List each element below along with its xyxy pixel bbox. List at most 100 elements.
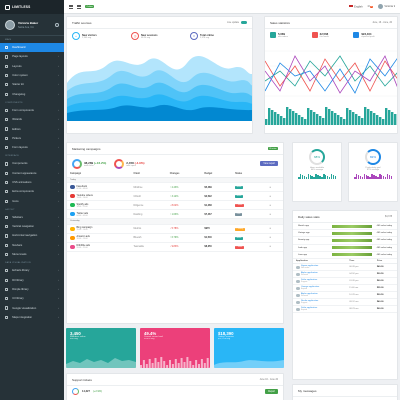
card-label: Members online bbox=[70, 336, 86, 338]
status-badge[interactable]: Pending bbox=[235, 227, 245, 231]
sidebar-item-menu-levels[interactable]: Menu levels › bbox=[0, 250, 64, 259]
row-menu-icon[interactable]: ≡ bbox=[266, 200, 283, 211]
period-selector[interactable]: June, 16 - June, 20 bbox=[372, 21, 392, 24]
live-update-toggle[interactable] bbox=[241, 21, 247, 24]
table-row[interactable]: Sigma application New order 06:28 pm $49.90 bbox=[293, 263, 397, 272]
sidebar-item-label: Menu levels bbox=[12, 253, 27, 257]
heat-bar bbox=[332, 246, 372, 250]
table-row[interactable]: Youtube videos 13:00 - 14:00 CDsoft ↑ 3.12%… bbox=[67, 191, 283, 202]
app-link[interactable]: Delta application bbox=[301, 307, 318, 310]
spark-bar bbox=[384, 176, 387, 179]
table-row[interactable]: Twitter ads 04:00 - 05:00 Dashing ↑ 1.63% $7… bbox=[67, 209, 283, 220]
table-row[interactable]: Delta application Expired 08:23 am $60.00 bbox=[293, 305, 397, 314]
sidebar-item-wizards[interactable]: Wizards › bbox=[0, 115, 64, 124]
app-link[interactable]: Delta application bbox=[301, 279, 318, 282]
grid-icon[interactable] bbox=[77, 4, 81, 9]
app-link[interactable]: Nestle application bbox=[301, 300, 319, 303]
support-period[interactable]: June 16 - June 20 bbox=[259, 378, 278, 381]
sidebar-item-layouts[interactable]: Layouts › bbox=[0, 62, 64, 71]
table-row[interactable]: Spotify ads 10:00 - 11:00 Diligence ↓ 8.02%… bbox=[67, 200, 283, 211]
sidebar-item-vertical-navigation[interactable]: Vertical navigation › bbox=[0, 222, 64, 231]
status-badge[interactable]: Hold bbox=[235, 212, 242, 216]
sidebar-item-google-visualization[interactable]: Google visualization › bbox=[0, 303, 64, 312]
table-row[interactable]: Alpha application Renewal 04:52 pm $90.50 bbox=[293, 270, 397, 279]
user-menu[interactable]: Victoria ▾ bbox=[377, 4, 395, 9]
sidebar-item-c3-library[interactable]: C3 library › bbox=[0, 294, 64, 303]
app-link[interactable]: Alpha application bbox=[301, 293, 318, 296]
status-badge[interactable]: Active bbox=[235, 185, 244, 189]
sidebar-item-starter-kit[interactable]: Starter kit › bbox=[0, 80, 64, 89]
sidebar-item-horizontal-navigation[interactable]: Horizontal navigation › bbox=[0, 231, 64, 240]
row-menu-icon[interactable]: ≡ bbox=[266, 233, 283, 243]
sidebar-item-color-system[interactable]: Color system › bbox=[0, 71, 64, 80]
table-row[interactable]: Omega application Expired 11:46 am $55.00 bbox=[293, 284, 397, 293]
app-name: Jade app bbox=[298, 246, 308, 249]
language-selector[interactable]: English bbox=[349, 4, 363, 8]
sidebar-item-extra-components[interactable]: Extra components › bbox=[0, 187, 64, 196]
app-link[interactable]: Sigma application bbox=[301, 265, 319, 268]
change-value: ↑ 1.63% bbox=[166, 209, 202, 220]
sidebar-item-echarts-library[interactable]: Echarts library › bbox=[0, 266, 64, 275]
row-menu-icon[interactable]: ≡ bbox=[266, 242, 283, 252]
campaign-name[interactable]: Twitter ads bbox=[76, 211, 89, 215]
view-report-button[interactable]: View report bbox=[260, 161, 278, 166]
app-link[interactable]: Alpha application bbox=[301, 272, 318, 275]
status-badge[interactable]: Active bbox=[235, 236, 244, 240]
table-row[interactable]: Facebook 02:00 - 03:00 Mintlime ↑ 2.43% $5,4… bbox=[67, 182, 283, 193]
sidebar-item-sidebars[interactable]: Sidebars › bbox=[0, 213, 64, 222]
table-row[interactable]: Dribbble ads 20:00 - 21:00 Teamable ↓ 9.83%… bbox=[67, 242, 283, 252]
sidebar-item-label: Form layouts bbox=[12, 146, 28, 150]
campaign-name[interactable]: Amazon ads bbox=[76, 235, 90, 239]
sidebar-item-form-components[interactable]: Form components › bbox=[0, 106, 64, 115]
table-row[interactable]: Bing campaign 15:00 - 16:00 Metrics ↓ 5.78%… bbox=[67, 224, 283, 234]
table-row[interactable]: Delta application Support 01:26 pm $60.00 bbox=[293, 277, 397, 286]
hours-available-card: 68% Hours available 64% average bbox=[292, 142, 342, 202]
report-button[interactable]: Report bbox=[265, 389, 278, 394]
status-badge[interactable]: Closed bbox=[235, 245, 244, 249]
column-header: Campaign bbox=[67, 172, 131, 178]
sidebar-item-content-appearance[interactable]: Content appearance › bbox=[0, 169, 64, 178]
chevron-right-icon: › bbox=[58, 136, 59, 140]
menu-toggle-icon[interactable] bbox=[69, 4, 73, 9]
sidebar-item-dimple-library[interactable]: Dimple library › bbox=[0, 285, 64, 294]
campaign-name[interactable]: Youtube videos bbox=[76, 193, 93, 197]
status-badge[interactable]: Active bbox=[235, 194, 244, 198]
row-menu-icon[interactable]: ≡ bbox=[266, 209, 283, 220]
sales-statistics-card: Sales statistics June, 16 - June, 20 5,6… bbox=[264, 16, 398, 134]
sidebar-item-navbars[interactable]: Navbars › bbox=[0, 241, 64, 250]
sidebar-item-dashboard[interactable]: Dashboard bbox=[0, 43, 64, 53]
sidebar-item-changelog[interactable]: Changelog › bbox=[0, 89, 64, 98]
row-menu-icon[interactable]: ≡ bbox=[266, 191, 283, 202]
campaign-summary: 38,289 (+16.2%) total clicks 2,458 (-4.9… bbox=[67, 155, 283, 172]
campaign-name[interactable]: Facebook bbox=[76, 184, 88, 188]
app-link[interactable]: Omega application bbox=[301, 286, 320, 289]
campaign-time: 15:00 - 16:00 bbox=[76, 229, 88, 232]
sidebar-item-maps-integration[interactable]: Maps integration › bbox=[0, 313, 64, 322]
row-menu-icon[interactable]: ≡ bbox=[266, 224, 283, 234]
sidebar-item-page-layouts[interactable]: Page layouts › bbox=[0, 52, 64, 61]
table-row[interactable]: Alpha application Renewal 10:29 am $90.50 bbox=[293, 291, 397, 300]
brand-logo[interactable]: LIMITLESS bbox=[0, 0, 64, 14]
sidebar-item-components[interactable]: Components › bbox=[0, 159, 64, 168]
sidebar-item-icons[interactable]: Icons › bbox=[0, 196, 64, 205]
gear-icon[interactable] bbox=[55, 22, 59, 27]
tickets-delta: (+2.9%) bbox=[92, 390, 103, 393]
avatar[interactable] bbox=[5, 19, 15, 30]
sidebar-item-form-layouts[interactable]: Form layouts › bbox=[0, 143, 64, 152]
sidebar-item-editors[interactable]: Editors › bbox=[0, 124, 64, 133]
table-row[interactable]: Nestle application Support 09:12 am $40.00 bbox=[293, 298, 397, 307]
sales-bar bbox=[289, 109, 292, 125]
row-menu-icon[interactable]: ≡ bbox=[266, 182, 283, 193]
sidebar-item-pickers[interactable]: Pickers › bbox=[0, 134, 64, 143]
table-row[interactable]: Amazon ads 18:00 - 19:00 Blueish ↑ 6.79% $1,… bbox=[67, 233, 283, 243]
campaign-name[interactable]: Dribbble ads bbox=[76, 244, 90, 248]
app-avatar bbox=[296, 307, 300, 312]
campaign-name[interactable]: Bing campaign bbox=[76, 226, 93, 230]
messages-count: 2 bbox=[370, 6, 373, 8]
campaign-name[interactable]: Spotify ads bbox=[76, 202, 89, 206]
notifications-button[interactable]: ✉2 bbox=[367, 5, 373, 8]
status-badge[interactable]: Closed bbox=[235, 203, 244, 207]
spark-bar bbox=[380, 174, 383, 179]
sidebar-item-css-animations[interactable]: CSS animations › bbox=[0, 178, 64, 187]
sidebar-item-d3-library[interactable]: D3 library › bbox=[0, 276, 64, 285]
